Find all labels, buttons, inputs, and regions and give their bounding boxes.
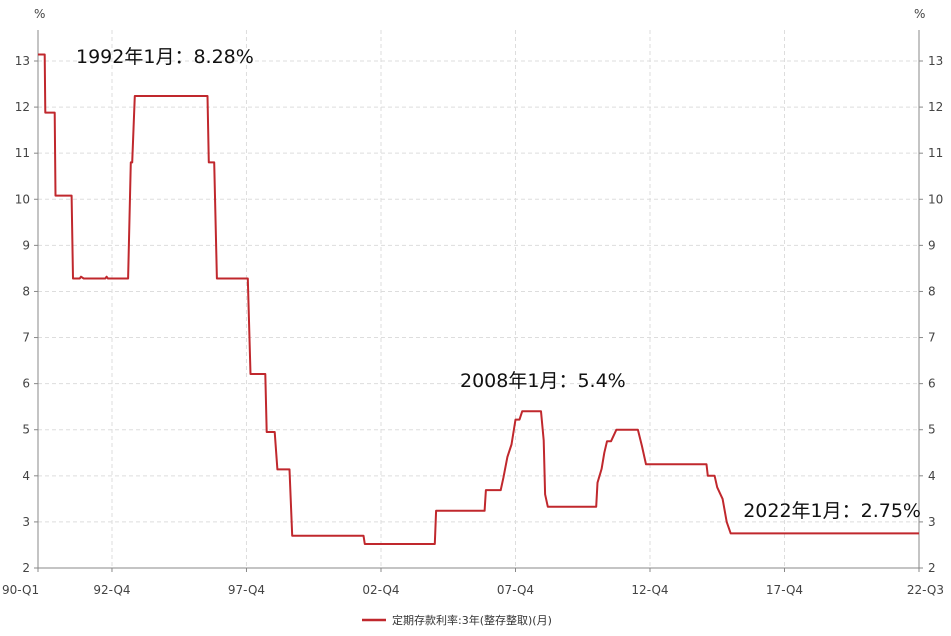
annotation-label: 2008年1月：5.4%	[460, 370, 626, 392]
x-tick-label: 02-Q4	[362, 583, 399, 597]
annotation-layer: 1992年1月：8.28% 2008年1月：5.4% 2022年1月：2.75%	[76, 46, 921, 522]
y-tick-label-left: 5	[22, 423, 30, 437]
y-tick-label-right: 8	[928, 284, 936, 298]
gridlines	[38, 30, 920, 568]
x-tick-label: 22-Q3	[907, 583, 944, 597]
y-tick-label-left: 9	[22, 238, 30, 252]
y-tick-label-left: 2	[22, 561, 30, 575]
y-tick-label-left: 10	[15, 192, 30, 206]
y-tick-label-right: 12	[928, 100, 943, 114]
y-tick-label-left: 7	[22, 331, 30, 345]
y-tick-label-right: 10	[928, 192, 943, 206]
y-tick-label-left: 11	[15, 146, 30, 160]
y-tick-label-left: 6	[22, 377, 30, 391]
legend-label: 定期存款利率:3年(整存整取)(月)	[392, 613, 552, 627]
axes: % %	[34, 7, 925, 569]
x-tick-label: 92-Q4	[93, 583, 130, 597]
tick-labels: 2 2 3 3 4 4 5 5 6 6 7 7 8 8 9 9 10 10 11 11 12 12 13 13 90-Q1 92-…	[2, 54, 944, 597]
x-tick-label: 97-Q4	[228, 583, 265, 597]
annotation-label: 1992年1月：8.28%	[76, 46, 254, 68]
y-tick-label-left: 8	[22, 284, 30, 298]
y-tick-label-right: 7	[928, 331, 936, 345]
x-tick-label: 12-Q4	[631, 583, 668, 597]
series-line	[38, 53, 919, 545]
y-tick-label-right: 9	[928, 238, 936, 252]
y-tick-label-right: 11	[928, 146, 943, 160]
left-unit-label: %	[34, 7, 45, 21]
y-tick-label-right: 5	[928, 423, 936, 437]
y-tick-label-right: 2	[928, 561, 936, 575]
legend: 定期存款利率:3年(整存整取)(月)	[362, 613, 552, 627]
series-layer	[38, 53, 919, 545]
y-tick-label-right: 3	[928, 515, 936, 529]
y-tick-label-right: 6	[928, 377, 936, 391]
y-tick-label-left: 13	[15, 54, 30, 68]
x-tick-label: 90-Q1	[2, 583, 39, 597]
y-tick-label-left: 12	[15, 100, 30, 114]
x-tick-label: 07-Q4	[497, 583, 534, 597]
y-tick-label-left: 4	[22, 469, 30, 483]
y-tick-label-left: 3	[22, 515, 30, 529]
annotation-label: 2022年1月：2.75%	[743, 500, 921, 522]
x-tick-label: 17-Q4	[766, 583, 803, 597]
y-tick-label-right: 13	[928, 54, 943, 68]
right-unit-label: %	[914, 7, 925, 21]
y-tick-label-right: 4	[928, 469, 936, 483]
